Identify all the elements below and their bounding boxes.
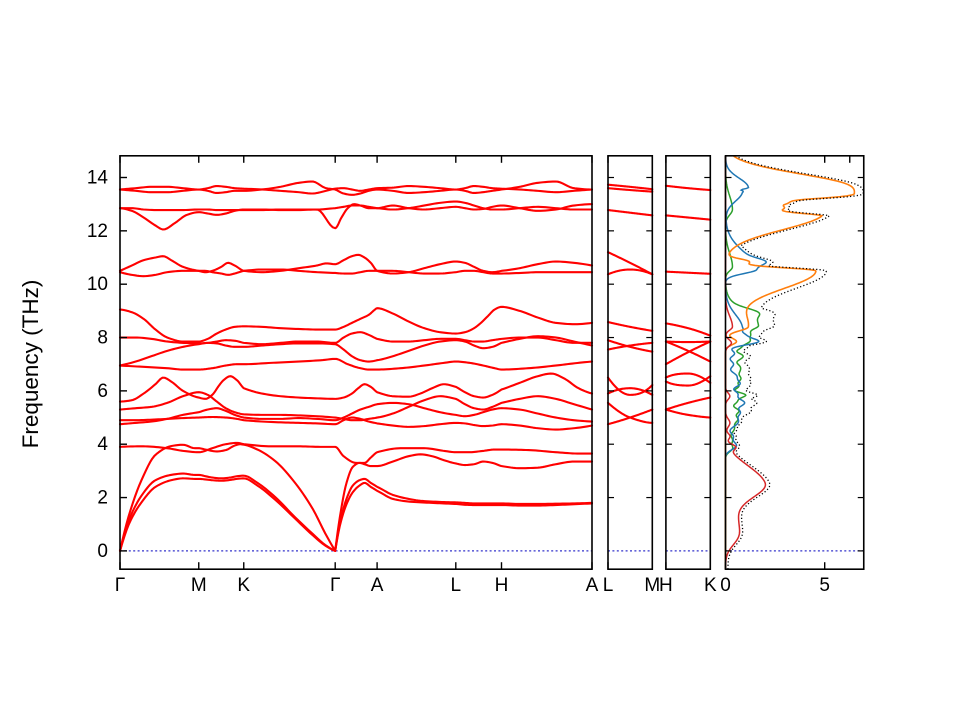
svg-text:H: H: [495, 575, 509, 596]
svg-text:8: 8: [97, 328, 108, 349]
svg-text:A: A: [371, 575, 384, 596]
svg-text:2: 2: [97, 488, 108, 509]
svg-text:Γ: Γ: [330, 575, 340, 596]
svg-text:M: M: [644, 575, 660, 596]
svg-text:5: 5: [819, 575, 830, 596]
svg-text:4: 4: [97, 434, 108, 455]
svg-text:14: 14: [87, 168, 109, 189]
svg-text:10: 10: [87, 274, 108, 295]
svg-text:K: K: [237, 575, 250, 596]
svg-text:6: 6: [97, 381, 108, 402]
svg-text:Γ: Γ: [115, 575, 125, 596]
svg-text:L: L: [451, 575, 462, 596]
svg-text:0: 0: [97, 541, 108, 562]
svg-text:12: 12: [87, 221, 108, 242]
svg-text:0: 0: [720, 575, 731, 596]
svg-text:Frequency (THz): Frequency (THz): [18, 280, 43, 449]
svg-text:L: L: [603, 575, 614, 596]
svg-text:M: M: [191, 575, 207, 596]
svg-text:H: H: [659, 575, 673, 596]
svg-text:K: K: [704, 575, 717, 596]
svg-text:A: A: [586, 575, 599, 596]
